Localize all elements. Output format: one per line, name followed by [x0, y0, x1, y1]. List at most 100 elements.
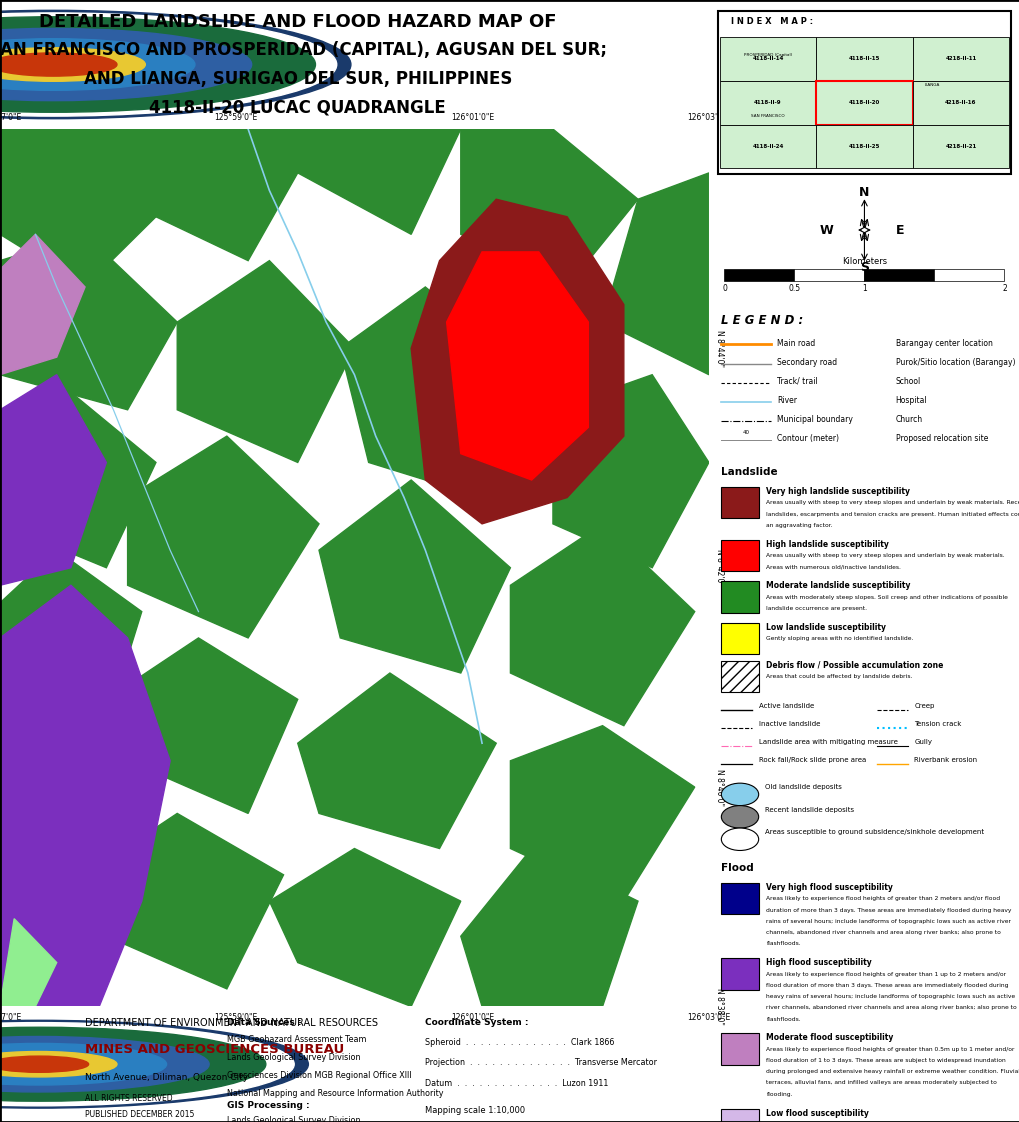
- Text: Data Sources :: Data Sources :: [226, 1018, 301, 1027]
- Polygon shape: [269, 848, 461, 1006]
- Bar: [719, 81, 815, 125]
- Text: Very high landslide susceptibility: Very high landslide susceptibility: [765, 487, 910, 496]
- Polygon shape: [461, 129, 638, 287]
- Text: Tension crack: Tension crack: [913, 721, 961, 727]
- Polygon shape: [0, 699, 127, 875]
- Bar: [912, 125, 1008, 168]
- Text: Areas likely to experience flood heights of greater than 0.5m up to 1 meter and/: Areas likely to experience flood heights…: [765, 1047, 1014, 1051]
- Text: 1: 1: [861, 284, 866, 293]
- Text: 2: 2: [1001, 284, 1006, 293]
- Polygon shape: [0, 919, 57, 1006]
- Text: Areas with moderately steep slopes. Soil creep and other indications of possible: Areas with moderately steep slopes. Soil…: [765, 595, 1008, 599]
- Text: Creep: Creep: [913, 703, 933, 709]
- Text: 126°01'0"E: 126°01'0"E: [450, 113, 493, 122]
- Text: 4118-II-15: 4118-II-15: [848, 56, 879, 62]
- Text: 4118-II-24: 4118-II-24: [752, 144, 783, 149]
- Text: River: River: [776, 396, 797, 405]
- Circle shape: [0, 1028, 266, 1101]
- Bar: [720, 623, 758, 654]
- Text: Areas likely to experience flood heights of greater than 2 meters and/or flood: Areas likely to experience flood heights…: [765, 896, 1000, 901]
- Text: N 8°44'0": N 8°44'0": [714, 330, 722, 367]
- Bar: [815, 81, 912, 125]
- Text: duration of more than 3 days. These areas are immediately flooded during heavy: duration of more than 3 days. These area…: [765, 908, 1011, 912]
- Text: Areas likely to experience flood heights of greater than 1 up to 2 meters and/or: Areas likely to experience flood heights…: [765, 972, 1006, 976]
- Text: flood duration of more than 3 days. These areas are immediately flooded during: flood duration of more than 3 days. Thes…: [765, 983, 1008, 987]
- Text: Landslide: Landslide: [720, 467, 777, 477]
- Circle shape: [0, 1043, 166, 1085]
- Polygon shape: [106, 638, 298, 813]
- Text: DETAILED LANDSLIDE AND FLOOD HAZARD MAP OF: DETAILED LANDSLIDE AND FLOOD HAZARD MAP …: [39, 13, 556, 31]
- Text: flashfloods.: flashfloods.: [765, 941, 800, 946]
- Bar: [815, 37, 912, 81]
- Circle shape: [0, 17, 315, 112]
- Text: channels, abandoned river channels and area along river banks; also prone to: channels, abandoned river channels and a…: [765, 930, 1001, 935]
- Text: 125°57'0"E: 125°57'0"E: [0, 1013, 21, 1022]
- Text: Recent landslide deposits: Recent landslide deposits: [764, 807, 853, 812]
- Text: Areas that could be affected by landslide debris.: Areas that could be affected by landslid…: [765, 674, 912, 679]
- Text: W: W: [819, 223, 833, 237]
- Text: 40: 40: [742, 431, 749, 435]
- Text: ALL RIGHTS RESERVED: ALL RIGHTS RESERVED: [85, 1094, 172, 1103]
- Text: 125°59'0"E: 125°59'0"E: [214, 1013, 258, 1022]
- Polygon shape: [85, 813, 283, 988]
- Text: Coordinate System :: Coordinate System :: [425, 1018, 528, 1027]
- Text: 4218-II-16: 4218-II-16: [945, 100, 975, 105]
- Text: Moderate flood susceptibility: Moderate flood susceptibility: [765, 1033, 893, 1042]
- Polygon shape: [0, 586, 170, 1006]
- Text: High flood susceptibility: High flood susceptibility: [765, 958, 871, 967]
- Bar: [720, 661, 758, 692]
- Text: Main road: Main road: [776, 339, 815, 348]
- Text: heavy rains of several hours; include landforms of topographic lows such as acti: heavy rains of several hours; include la…: [765, 994, 1015, 999]
- Text: landslides, escarpments and tension cracks are present. Human initiated effects : landslides, escarpments and tension crac…: [765, 512, 1019, 516]
- Bar: [794, 269, 864, 280]
- Bar: [720, 1033, 758, 1065]
- Text: Debris flow / Possible accumulation zone: Debris flow / Possible accumulation zone: [765, 661, 943, 670]
- Text: flashfloods.: flashfloods.: [765, 1017, 800, 1021]
- Bar: [720, 540, 758, 571]
- Text: Projection  .  .  .  .  .  .  .  .  .  .  .  .  .  .  Transverse Mercator: Projection . . . . . . . . . . . . . . T…: [425, 1058, 656, 1067]
- Text: Flood: Flood: [720, 863, 753, 873]
- Ellipse shape: [720, 828, 758, 850]
- Polygon shape: [411, 200, 624, 524]
- Text: 126°03'0"E: 126°03'0"E: [687, 113, 730, 122]
- Text: PROSPERIDAD (Capital): PROSPERIDAD (Capital): [743, 53, 792, 57]
- Polygon shape: [0, 234, 85, 375]
- Text: Low flood susceptibility: Low flood susceptibility: [765, 1109, 868, 1118]
- Bar: [723, 269, 794, 280]
- Text: Contour (meter): Contour (meter): [776, 434, 839, 443]
- Text: Mapping scale 1:10,000: Mapping scale 1:10,000: [425, 1106, 525, 1115]
- Text: 0: 0: [721, 284, 727, 293]
- Circle shape: [0, 10, 351, 119]
- Text: N 8°38'0": N 8°38'0": [714, 988, 722, 1024]
- Text: N 8°46'0": N 8°46'0": [714, 111, 722, 147]
- Circle shape: [0, 53, 117, 76]
- Text: river channels, abandoned river channels and area along river banks; also prone : river channels, abandoned river channels…: [765, 1005, 1016, 1010]
- Text: E: E: [895, 223, 903, 237]
- Text: rains of several hours; include landforms of topographic lows such as active riv: rains of several hours; include landform…: [765, 919, 1011, 923]
- Text: LIANGA: LIANGA: [923, 83, 938, 88]
- Polygon shape: [552, 375, 708, 568]
- Text: Areas susceptible to ground subsidence/sinkhole development: Areas susceptible to ground subsidence/s…: [764, 829, 983, 835]
- Bar: [720, 487, 758, 518]
- Text: Secondary road: Secondary road: [776, 358, 837, 367]
- Text: Areas usually with steep to very steep slopes and underlain by weak materials.: Areas usually with steep to very steep s…: [765, 553, 1004, 558]
- Text: 125°59'0"E: 125°59'0"E: [214, 113, 258, 122]
- Text: Purok/Sitio location (Barangay): Purok/Sitio location (Barangay): [895, 358, 1014, 367]
- Text: National Mapping and Resource Information Authority: National Mapping and Resource Informatio…: [226, 1089, 443, 1098]
- Polygon shape: [510, 524, 694, 726]
- Bar: [720, 581, 758, 613]
- Bar: [719, 37, 815, 81]
- Text: 126°01'0"E: 126°01'0"E: [450, 1013, 493, 1022]
- Polygon shape: [298, 673, 495, 848]
- Polygon shape: [127, 436, 319, 638]
- Text: flooding.: flooding.: [765, 1092, 792, 1096]
- Polygon shape: [226, 129, 461, 234]
- Text: an aggravating factor.: an aggravating factor.: [765, 523, 833, 527]
- Text: Moderate landslide susceptibility: Moderate landslide susceptibility: [765, 581, 910, 590]
- Text: PUBLISHED DECEMBER 2015: PUBLISHED DECEMBER 2015: [85, 1111, 195, 1120]
- Bar: [815, 125, 912, 168]
- Text: terraces, alluvial fans, and infilled valleys are areas moderately subjected to: terraces, alluvial fans, and infilled va…: [765, 1080, 997, 1085]
- Circle shape: [0, 12, 336, 116]
- Polygon shape: [127, 129, 298, 260]
- Polygon shape: [319, 480, 510, 673]
